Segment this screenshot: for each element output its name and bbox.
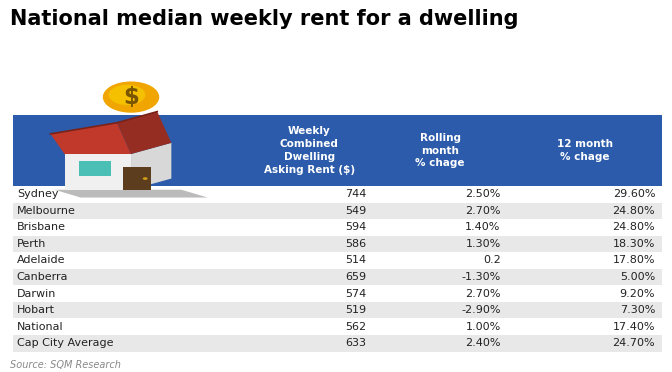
- Text: 17.80%: 17.80%: [613, 256, 655, 266]
- Text: 549: 549: [345, 206, 366, 216]
- Text: Sydney: Sydney: [17, 189, 58, 199]
- Text: Canberra: Canberra: [17, 272, 69, 282]
- FancyBboxPatch shape: [13, 219, 662, 236]
- Text: 18.30%: 18.30%: [613, 239, 655, 249]
- Polygon shape: [54, 190, 208, 198]
- Text: 744: 744: [345, 189, 366, 199]
- Polygon shape: [65, 154, 131, 190]
- Text: Rolling
month
% chage: Rolling month % chage: [415, 133, 465, 169]
- Text: 586: 586: [345, 239, 366, 249]
- Text: 17.40%: 17.40%: [613, 322, 655, 332]
- FancyBboxPatch shape: [13, 285, 662, 302]
- Text: 24.80%: 24.80%: [613, 206, 655, 216]
- Text: 659: 659: [345, 272, 366, 282]
- Text: 24.80%: 24.80%: [613, 222, 655, 232]
- Text: 2.50%: 2.50%: [465, 189, 501, 199]
- FancyBboxPatch shape: [13, 252, 662, 269]
- Text: 12 month
% chage: 12 month % chage: [556, 139, 613, 162]
- Text: 1.30%: 1.30%: [466, 239, 501, 249]
- Text: 1.00%: 1.00%: [466, 322, 501, 332]
- Text: $: $: [123, 86, 139, 109]
- Circle shape: [109, 85, 145, 105]
- Polygon shape: [123, 167, 151, 190]
- Text: 1.40%: 1.40%: [465, 222, 501, 232]
- Text: 5.00%: 5.00%: [620, 272, 655, 282]
- Text: 7.30%: 7.30%: [620, 305, 655, 315]
- FancyBboxPatch shape: [13, 203, 662, 219]
- FancyBboxPatch shape: [13, 236, 662, 252]
- FancyBboxPatch shape: [13, 302, 662, 318]
- Text: 519: 519: [345, 305, 366, 315]
- Text: 24.70%: 24.70%: [613, 338, 655, 348]
- Text: 514: 514: [345, 256, 366, 266]
- FancyBboxPatch shape: [13, 186, 662, 202]
- Polygon shape: [131, 143, 171, 190]
- Text: 574: 574: [345, 289, 366, 299]
- Text: Weekly
Combined
Dwelling
Asking Rent ($): Weekly Combined Dwelling Asking Rent ($): [263, 126, 355, 175]
- Text: Adelaide: Adelaide: [17, 256, 65, 266]
- Text: 594: 594: [345, 222, 366, 232]
- FancyBboxPatch shape: [13, 269, 662, 285]
- Text: Brisbane: Brisbane: [17, 222, 66, 232]
- Text: 9.20%: 9.20%: [620, 289, 655, 299]
- Text: 562: 562: [345, 322, 366, 332]
- Text: National: National: [17, 322, 63, 332]
- Circle shape: [142, 177, 148, 180]
- Text: 2.70%: 2.70%: [465, 289, 501, 299]
- Text: -1.30%: -1.30%: [462, 272, 501, 282]
- Text: Darwin: Darwin: [17, 289, 56, 299]
- FancyBboxPatch shape: [13, 318, 662, 335]
- Text: -2.90%: -2.90%: [461, 305, 501, 315]
- Text: Melbourne: Melbourne: [17, 206, 76, 216]
- Text: 633: 633: [345, 338, 366, 348]
- Circle shape: [103, 81, 159, 113]
- Text: 2.40%: 2.40%: [465, 338, 501, 348]
- Polygon shape: [79, 161, 111, 176]
- Text: National median weekly rent for a dwelling: National median weekly rent for a dwelli…: [10, 9, 519, 29]
- Text: Perth: Perth: [17, 239, 46, 249]
- FancyBboxPatch shape: [13, 115, 662, 186]
- FancyBboxPatch shape: [13, 335, 662, 352]
- Text: Source: SQM Research: Source: SQM Research: [10, 360, 121, 370]
- Text: Hobart: Hobart: [17, 305, 55, 315]
- Text: 2.70%: 2.70%: [465, 206, 501, 216]
- Text: Cap City Average: Cap City Average: [17, 338, 114, 348]
- Text: 29.60%: 29.60%: [613, 189, 655, 199]
- Polygon shape: [117, 112, 171, 154]
- Polygon shape: [50, 123, 131, 154]
- Text: 0.2: 0.2: [483, 256, 501, 266]
